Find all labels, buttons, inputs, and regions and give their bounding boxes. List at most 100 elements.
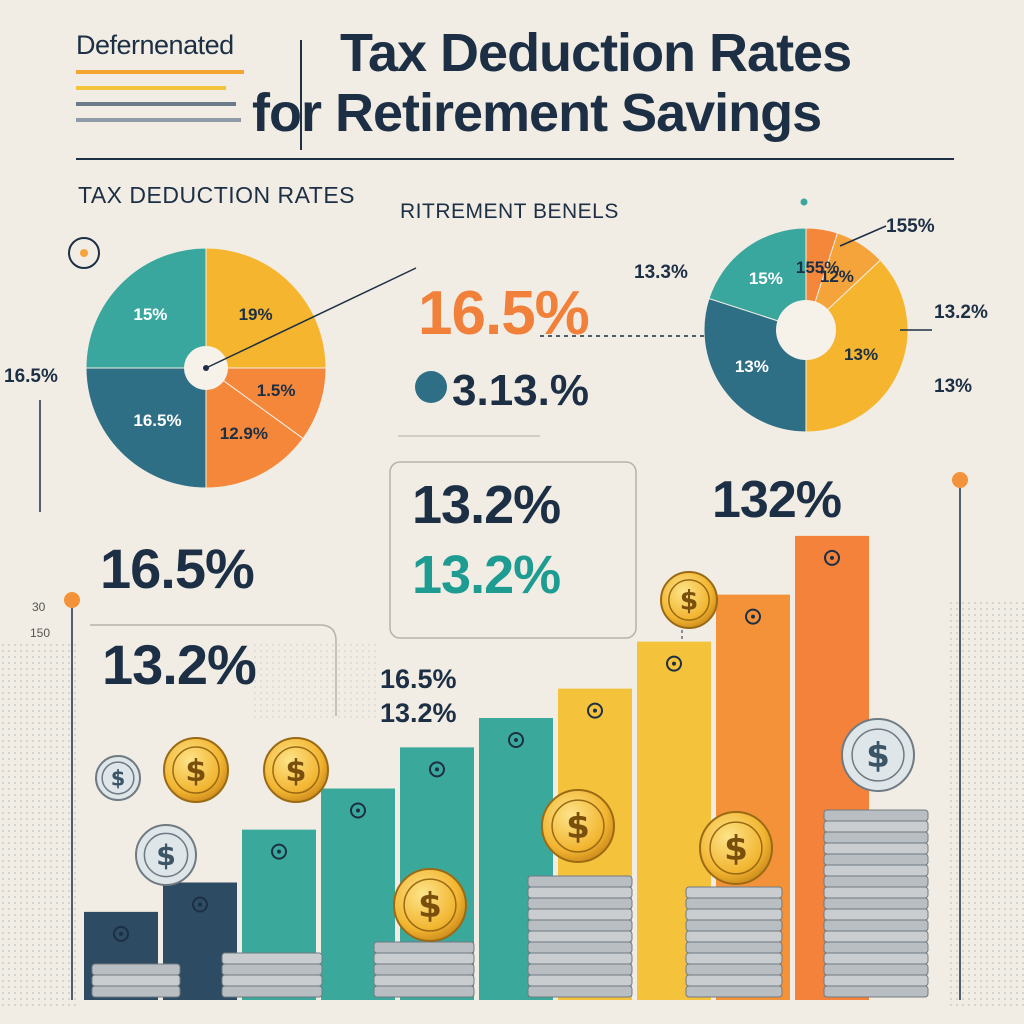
pie-slice-label: 16.5% (133, 410, 182, 430)
coin-stack-layer (685, 908, 783, 921)
pie-slice-label: 1.5% (256, 380, 296, 400)
coin-stack-layer (685, 897, 783, 910)
bar-marker-dot (672, 661, 676, 666)
pie-slice (85, 367, 207, 489)
right-pie-leader (839, 225, 887, 247)
callout-right-big: 132% (712, 471, 842, 529)
pie-slice (204, 367, 327, 440)
coin-stack-layer (685, 941, 783, 954)
coin-stack-layer (373, 963, 475, 976)
bar-marker-dot (356, 808, 360, 813)
bar-marker-dot (751, 614, 755, 619)
coin-stack-layer (527, 886, 633, 899)
coin-stack-layer (527, 875, 633, 888)
coin-stack-layer (527, 897, 633, 910)
coin-stack-layer (823, 952, 929, 965)
coin-stack-layer (823, 875, 929, 888)
coin-stack-layer (221, 974, 323, 987)
right-pie-top-label: 155% (886, 216, 935, 237)
bar-marker (587, 702, 603, 719)
coin-stack-layer (221, 952, 323, 965)
axis-tick-label: 30 (32, 600, 46, 614)
coin-stack-layer (373, 941, 475, 954)
pie-slice-label: 155% (795, 257, 840, 277)
pie-slice (205, 367, 304, 489)
right-pie-side-label: 13.2% (934, 302, 988, 323)
bar-axis-left-cap (64, 592, 80, 608)
bar-marker (271, 843, 287, 860)
dollar-sign-icon: $ (185, 754, 206, 789)
dollar-sign-icon: $ (418, 886, 442, 926)
pie-slice (805, 259, 909, 433)
pie-slice-label: 13% (734, 357, 769, 377)
coin-stack-layer (685, 930, 783, 943)
coin-stack-layer (823, 963, 929, 976)
dollar-sign-icon: $ (866, 736, 890, 776)
between-pies-label: 13.3% (634, 262, 688, 283)
bar-marker-dot (435, 767, 439, 772)
page-title-line1: Tax Deduction Rates (340, 23, 852, 83)
callout-small-bottom: 13.2% (380, 698, 457, 728)
coin-rim (101, 761, 135, 795)
coin-stack-layer (373, 974, 475, 987)
bar-marker-dot (198, 902, 202, 907)
coin-stack-layer (527, 908, 633, 921)
coin-rim (143, 832, 189, 878)
header-rule (76, 158, 954, 160)
logo-stripe-gray-2 (76, 118, 241, 122)
coin-stack-layer (373, 985, 475, 998)
pie-slice-label: 19% (238, 305, 273, 325)
dollar-sign-icon: $ (566, 807, 590, 847)
coin-stack-layer (823, 864, 929, 877)
pie-slice-label: 15% (133, 305, 168, 325)
teal-dot (800, 198, 808, 206)
pie-slice-label: 12.9% (219, 424, 268, 444)
coin-stack-layer (823, 886, 929, 899)
pie-chart-tax-deduction (85, 247, 327, 489)
callout-small-top: 16.5% (380, 664, 457, 694)
coin-stack-layer (527, 963, 633, 976)
dollar-sign-icon: $ (156, 839, 176, 872)
coin-stack-layer (685, 985, 783, 998)
coin-stack-layer (221, 985, 323, 998)
pie-center-hole (776, 300, 836, 360)
coin-stack-layer (91, 974, 181, 987)
pie-slice (205, 247, 327, 369)
left-pie-outer-label: 16.5% (4, 366, 58, 387)
small-ring-icon-center (80, 249, 88, 257)
coin-stack-layer (823, 853, 929, 866)
coin-stack-layer (527, 952, 633, 965)
bar-marker (745, 608, 761, 625)
pie-slice-label: 15% (748, 268, 783, 288)
small-ring-icon (68, 237, 100, 269)
pie-leader-line (205, 267, 417, 369)
pie-leader-dot (203, 365, 209, 371)
coin-stack-layer (685, 963, 783, 976)
page-title-line2: for Retirement Savings (252, 83, 822, 143)
callout-box-bottom: 13.2% (412, 545, 561, 605)
coin-stack-layer (685, 886, 783, 899)
coin-decorations: $ $ $ $ $ $ $ $ $ (91, 571, 929, 998)
bar-marker-dot (830, 555, 834, 560)
section-heading-tax: TAX DEDUCTION RATES (78, 182, 355, 208)
bar-marker (113, 925, 129, 942)
callout-box-top: 13.2% (412, 475, 561, 535)
coin-stack-layer (527, 985, 633, 998)
pie-slice-label: 13% (844, 345, 879, 365)
logo-stripe-orange (76, 70, 244, 74)
coin-rim (668, 579, 710, 621)
coin-stack-layer (527, 941, 633, 954)
coin-stack-layer (373, 952, 475, 965)
coin-stack-layer (685, 919, 783, 932)
bar-marker (350, 802, 366, 819)
coin-stack-layer (823, 930, 929, 943)
dollar-sign-icon: $ (724, 829, 748, 869)
axis-tick-label: 150 (30, 626, 51, 640)
bar-marker (824, 549, 840, 566)
logo-stripe-gray (76, 102, 236, 106)
section-heading-retirement: RITREMENT BENELS (400, 200, 619, 223)
dot-texture-right (950, 600, 1024, 1010)
coin-stack-layer (823, 974, 929, 987)
pie-slice (85, 247, 207, 369)
